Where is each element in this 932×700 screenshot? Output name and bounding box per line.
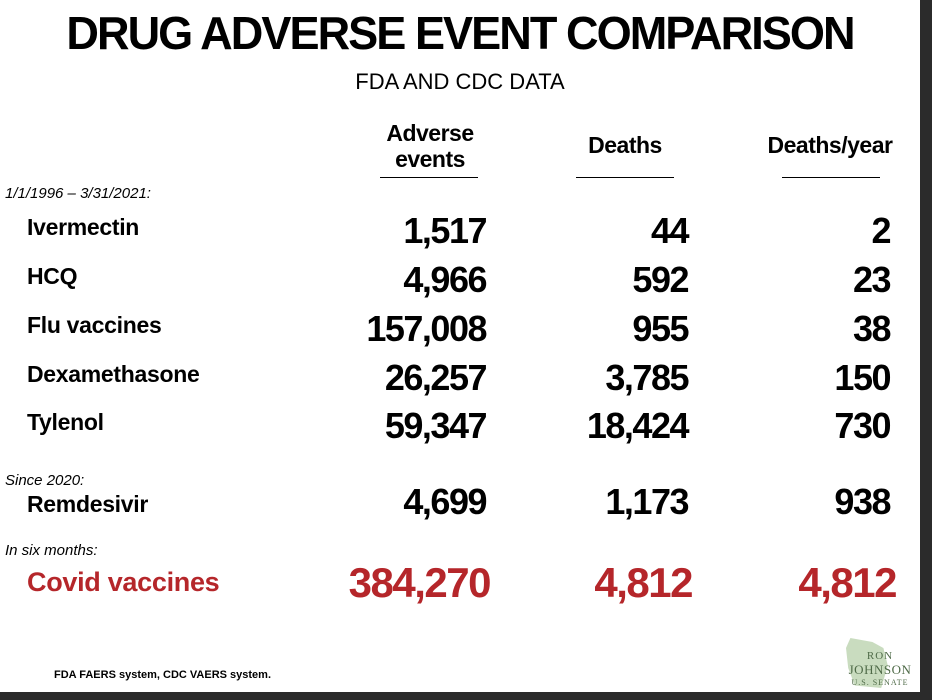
value-deaths-per-year: 4,812 (798, 559, 897, 606)
right-frame-border (920, 0, 932, 700)
value-deaths-per-year: 23 (852, 259, 892, 300)
row-label-flu-vaccines: Flu vaccines (27, 312, 162, 338)
value-deaths-per-year: 938 (834, 481, 891, 522)
period-label: In six months: (5, 542, 98, 559)
chart-subtitle: FDA AND CDC DATA (355, 69, 565, 94)
column-header-line: Deaths (588, 132, 662, 158)
period-label: 1/1/1996 – 3/31/2021: (5, 185, 151, 202)
value-adverse-events: 59,347 (384, 405, 488, 446)
value-deaths: 4,812 (594, 559, 693, 606)
bottom-frame-border (0, 692, 932, 700)
logo-line: RON (866, 650, 894, 662)
row-label-dexamethasone: Dexamethasone (27, 361, 200, 387)
value-deaths: 592 (632, 259, 689, 300)
value-deaths: 44 (650, 210, 690, 251)
source-note: FDA FAERS system, CDC VAERS system. (54, 669, 272, 681)
row-label-ivermectin: Ivermectin (27, 214, 140, 240)
value-deaths-per-year: 150 (834, 357, 891, 398)
logo-line: JOHNSON (848, 662, 912, 677)
senator-logo: RON JOHNSON U.S. SENATE (842, 636, 918, 692)
value-adverse-events: 384,270 (348, 559, 492, 606)
value-adverse-events: 157,008 (366, 308, 487, 349)
value-deaths-per-year: 38 (852, 308, 892, 349)
value-deaths: 1,173 (605, 481, 689, 522)
row-label-tylenol: Tylenol (27, 409, 104, 435)
value-deaths: 955 (632, 308, 689, 349)
value-deaths-per-year: 730 (834, 405, 891, 446)
column-header-adverse-events: Adverse events (360, 120, 500, 172)
row-label-hcq: HCQ (27, 263, 78, 289)
value-deaths: 3,785 (605, 357, 689, 398)
row-label-remdesivir: Remdesivir (27, 491, 149, 517)
value-adverse-events: 1,517 (403, 210, 487, 251)
value-deaths: 18,424 (586, 405, 690, 446)
value-adverse-events: 4,699 (403, 481, 487, 522)
column-header-line: events (395, 146, 465, 172)
chart-title: DRUG ADVERSE EVENT COMPARISON (66, 7, 855, 59)
column-underline (782, 177, 880, 178)
column-underline (576, 177, 674, 178)
value-adverse-events: 4,966 (403, 259, 487, 300)
column-underline (380, 177, 478, 178)
row-label-covid-vaccines: Covid vaccines (27, 567, 220, 597)
period-label: Since 2020: (5, 472, 85, 489)
value-deaths-per-year: 2 (871, 210, 891, 251)
column-header-deaths: Deaths (560, 132, 690, 158)
logo-line: U.S. SENATE (851, 678, 909, 687)
column-header-deaths-per-year: Deaths/year (750, 132, 910, 158)
value-adverse-events: 26,257 (384, 357, 488, 398)
column-header-line: Deaths/year (767, 132, 893, 158)
column-header-line: Adverse (386, 120, 474, 146)
